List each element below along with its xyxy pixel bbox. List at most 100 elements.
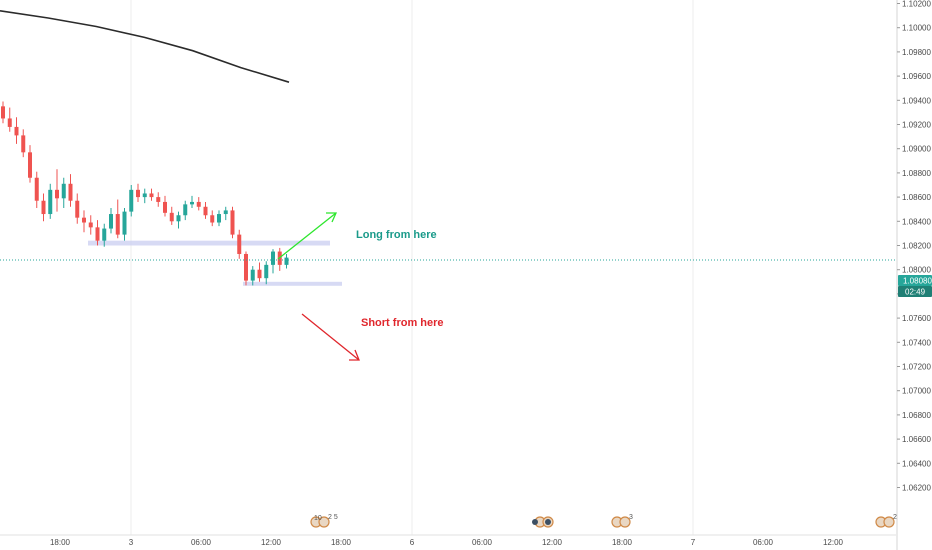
- time-tick-label: 18:00: [50, 538, 71, 547]
- candle: [196, 197, 201, 211]
- time-tick-label: 6: [410, 538, 415, 547]
- candle-body: [122, 211, 127, 235]
- time-axis[interactable]: 18:00 3 06:00 12:00 18:00 6 06:00 12:00 18:00 7 06…: [0, 534, 896, 547]
- candle: [176, 211, 181, 229]
- candle-body: [21, 135, 26, 153]
- candle: [102, 223, 107, 247]
- countdown-tag: 02:49: [898, 286, 932, 297]
- candle: [41, 193, 46, 222]
- candles: [1, 101, 289, 286]
- candle-body: [142, 193, 147, 198]
- candle: [142, 188, 147, 204]
- candle: [1, 101, 5, 124]
- time-tick-label: 12:00: [261, 538, 282, 547]
- candle-body: [109, 214, 113, 229]
- candle: [217, 210, 221, 227]
- price-tick-label: 1.06200: [902, 484, 931, 493]
- candle-body: [190, 201, 194, 205]
- candle: [257, 262, 262, 282]
- price-tick-label: 1.08200: [902, 242, 931, 251]
- moving-average: [0, 10, 290, 83]
- candle: [136, 183, 140, 202]
- candle: [88, 215, 93, 235]
- short-annotation: Short from here: [361, 317, 444, 329]
- candle: [183, 200, 188, 221]
- current-price-tag: 1.08080: [898, 275, 932, 286]
- candle-body: [14, 126, 19, 136]
- price-tick-label: 1.07600: [902, 314, 931, 323]
- event-marker[interactable]: 10 2 5: [310, 514, 338, 528]
- price-tick-label: 1.10000: [902, 24, 931, 33]
- candle: [122, 207, 127, 241]
- price-tick-label: 1.10200: [902, 0, 931, 9]
- candle: [109, 207, 113, 234]
- candle: [95, 220, 100, 246]
- candle: [237, 229, 242, 259]
- candle: [55, 169, 59, 212]
- candle-body: [48, 189, 53, 215]
- time-tick-label: 06:00: [472, 538, 493, 547]
- long-annotation: Long from here: [356, 229, 437, 241]
- time-tick-label: 3: [129, 538, 134, 547]
- candle-body: [217, 214, 221, 223]
- candle: [21, 129, 26, 158]
- candle-body: [1, 106, 5, 119]
- event-count: 3: [629, 514, 633, 521]
- event-count: 2 5: [328, 514, 338, 521]
- candle-body: [237, 234, 242, 254]
- candle-body: [244, 253, 248, 281]
- candle-body: [230, 210, 235, 235]
- candle: [28, 145, 32, 183]
- price-tick-label: 1.06800: [902, 411, 931, 420]
- candle: [250, 266, 255, 286]
- candle-body: [34, 177, 39, 201]
- grid: [130, 0, 694, 535]
- time-tick-label: 18:00: [612, 538, 633, 547]
- event-flag-icon: [318, 516, 330, 528]
- time-tick-label: 18:00: [331, 538, 352, 547]
- price-tick-label: 1.07400: [902, 338, 931, 347]
- candle: [115, 199, 120, 239]
- candle-body: [149, 193, 154, 198]
- candle: [284, 253, 289, 269]
- candle: [156, 192, 161, 207]
- event-label: 10: [314, 515, 322, 522]
- price-tick-label: 1.08800: [902, 169, 931, 178]
- resistance-zone: [88, 240, 330, 246]
- candle-body: [82, 217, 86, 223]
- candle-body: [176, 215, 181, 222]
- candle: [223, 206, 228, 221]
- candle: [163, 195, 167, 217]
- candle: [48, 183, 53, 219]
- event-flag-icon: [619, 516, 631, 528]
- candle-body: [183, 204, 188, 216]
- candle-body: [68, 183, 73, 201]
- time-tick-label: 7: [691, 538, 696, 547]
- candle: [244, 251, 248, 286]
- event-marker[interactable]: [532, 516, 554, 528]
- price-tick-label: 1.07000: [902, 387, 931, 396]
- long-arrow-head: [326, 212, 338, 223]
- time-tick-label: 12:00: [542, 538, 563, 547]
- event-marker[interactable]: 2: [875, 514, 897, 528]
- candle-body: [257, 269, 262, 279]
- candle-body: [95, 227, 100, 241]
- event-marker[interactable]: 3: [611, 514, 633, 528]
- event-dot-icon: [545, 519, 551, 525]
- candle: [264, 261, 269, 285]
- candle-body: [102, 228, 107, 241]
- candle: [169, 206, 174, 225]
- event-dot-icon: [532, 519, 538, 525]
- candle-body: [163, 201, 167, 213]
- event-flag-icon: [883, 516, 895, 528]
- price-tick-label: 1.07200: [902, 363, 931, 372]
- candle-body: [88, 222, 93, 228]
- candle-body: [7, 118, 12, 127]
- candle: [271, 249, 275, 274]
- candle: [210, 210, 215, 227]
- price-axis[interactable]: 1.10200 1.10000 1.09800 1.09600 1.09400 1.092…: [896, 0, 931, 550]
- support-zone: [243, 281, 342, 286]
- economic-events[interactable]: 10 2 5 3 2: [310, 514, 897, 528]
- candle-body: [250, 269, 255, 281]
